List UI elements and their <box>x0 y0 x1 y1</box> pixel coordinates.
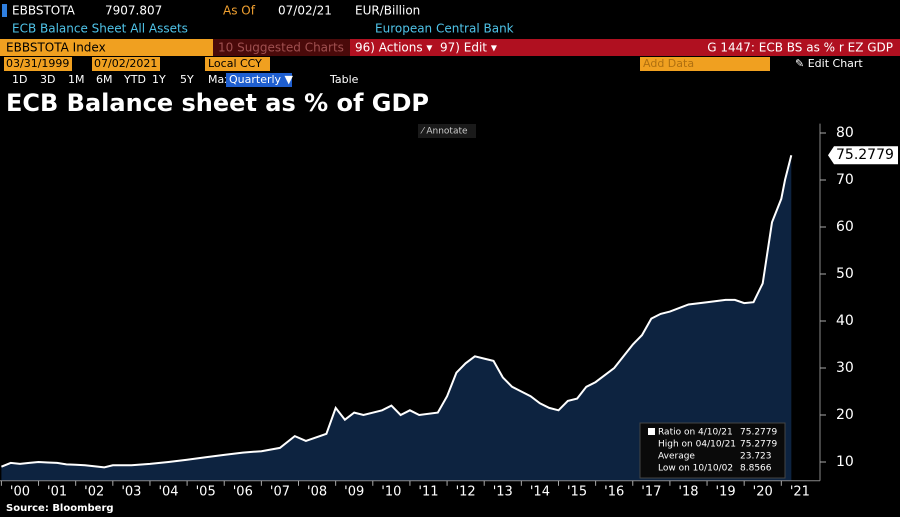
edit[interactable]: 97) Edit ▾ <box>440 41 497 55</box>
ticker: EBBSTOTA <box>12 4 76 18</box>
frequency-box[interactable] <box>226 73 292 87</box>
units: EUR/Billion <box>355 4 420 18</box>
source: Source: Bloomberg <box>6 503 114 514</box>
as-of-date: 07/02/21 <box>278 4 332 18</box>
last-value: 7907.807 <box>105 4 162 18</box>
y-tick-label: 30 <box>836 360 854 376</box>
period-button[interactable]: 5Y <box>180 73 194 86</box>
y-tick-label: 60 <box>836 219 854 235</box>
x-tick-label: '18 <box>678 484 698 499</box>
line <box>1 154 793 469</box>
stat-value: 8.8566 <box>740 464 772 474</box>
stat-value: 75.2779 <box>740 428 777 438</box>
period-button[interactable]: 6M <box>96 73 113 86</box>
x-tick-label: '21 <box>790 484 810 499</box>
frequency[interactable]: Quarterly ▼ <box>229 73 294 86</box>
stats-box <box>639 422 786 479</box>
x-tick-label: '09 <box>344 484 364 499</box>
period-button[interactable]: 3D <box>40 73 55 86</box>
x-tick-label: '03 <box>121 484 141 499</box>
chart-id: G 1447: ECB BS as % r EZ GDP <box>707 41 893 55</box>
x-tick-label: '06 <box>233 484 253 499</box>
period-button[interactable]: Max <box>208 73 231 86</box>
x-tick-label: '17 <box>641 484 661 499</box>
security[interactable]: EBBSTOTA Index <box>6 41 106 55</box>
y-tick-label: 80 <box>836 125 854 141</box>
x-tick-label: '15 <box>567 484 587 499</box>
y-tick-label: 70 <box>836 172 854 188</box>
as-of-label: As Of <box>223 4 256 18</box>
x-tick-label: '01 <box>47 484 67 499</box>
x-tick-label: '16 <box>604 484 624 499</box>
stat-label: Low on 10/10/02 <box>658 464 733 474</box>
last-value-label: 75.2779 <box>836 147 894 163</box>
stat-label: Average <box>658 452 695 462</box>
y-tick-label: 50 <box>836 266 854 282</box>
x-tick-label: '11 <box>418 484 438 499</box>
edit-chart[interactable]: ✎ Edit Chart <box>795 57 863 70</box>
x-tick-label: '10 <box>381 484 401 499</box>
chart-title: ECB Balance sheet as % of GDP <box>6 89 429 117</box>
x-tick-label: '07 <box>270 484 290 499</box>
end-box[interactable] <box>92 57 160 71</box>
actions[interactable]: 96) Actions ▾ <box>355 41 432 55</box>
x-tick-label: '12 <box>456 484 476 499</box>
description: ECB Balance Sheet All Assets <box>12 22 188 36</box>
x-tick-label: '00 <box>10 484 30 499</box>
last-value-tag <box>828 146 898 165</box>
period-button[interactable]: 1D <box>12 73 27 86</box>
y-tick-label: 10 <box>836 454 854 470</box>
x-tick-label: '20 <box>753 484 773 499</box>
end-date[interactable]: 07/02/2021 <box>94 57 157 70</box>
start-date[interactable]: 03/31/1999 <box>6 57 69 70</box>
suggested[interactable]: 10 Suggested Charts <box>218 41 344 55</box>
marker <box>2 4 7 17</box>
source-name: European Central Bank <box>375 22 514 36</box>
x-tick-label: '19 <box>716 484 736 499</box>
x-tick-label: '13 <box>493 484 513 499</box>
currency[interactable]: Local CCY <box>208 57 262 70</box>
stat-value: 23.723 <box>740 452 772 462</box>
x-tick-label: '04 <box>158 484 178 499</box>
menu-bar <box>350 39 900 56</box>
suggested-box[interactable] <box>213 39 350 56</box>
table-button[interactable]: Table <box>329 73 359 86</box>
stat-label: High on 04/10/21 <box>658 440 736 450</box>
period-button[interactable]: YTD <box>123 73 146 86</box>
series-swatch <box>648 428 655 435</box>
x-tick-label: '05 <box>196 484 216 499</box>
period-button[interactable]: 1Y <box>152 73 166 86</box>
x-tick-label: '02 <box>84 484 104 499</box>
stat-value: 75.2779 <box>740 440 777 450</box>
add-data-box[interactable] <box>640 57 770 71</box>
stat-label: Ratio on 4/10/21 <box>658 428 733 438</box>
start-box[interactable] <box>4 57 72 71</box>
security-box[interactable] <box>0 39 213 56</box>
y-tick-label: 20 <box>836 407 854 423</box>
currency-box[interactable] <box>205 57 270 71</box>
y-tick-label: 40 <box>836 313 854 329</box>
area <box>1 155 792 481</box>
period-button[interactable]: 1M <box>68 73 85 86</box>
x-tick-label: '14 <box>530 484 550 499</box>
add-data[interactable]: Add Data <box>643 57 694 70</box>
annotate[interactable]: ⁄ Annotate <box>420 127 468 137</box>
x-tick-label: '08 <box>307 484 327 499</box>
annotate-box[interactable] <box>418 124 476 138</box>
